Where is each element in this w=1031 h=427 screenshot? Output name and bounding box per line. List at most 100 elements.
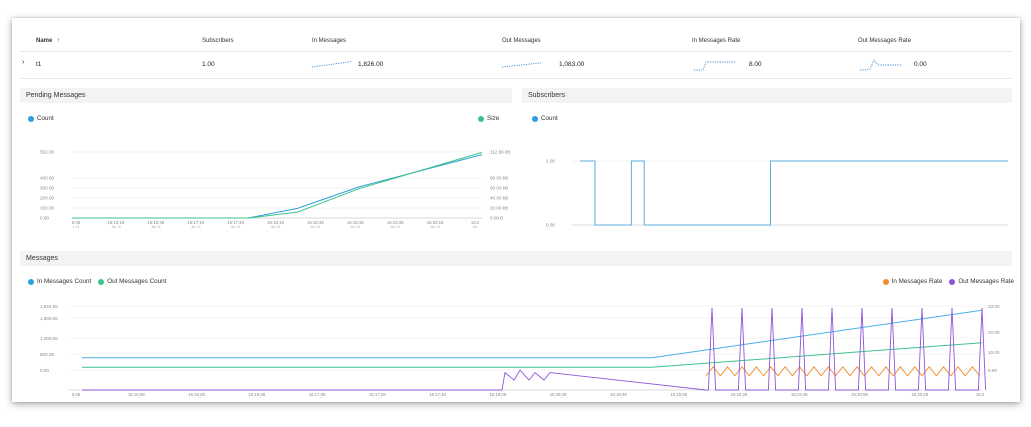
pending-y2-tick-label: 40.00 kB [490, 196, 508, 201]
subs-x-tick-label: 15:19:48 [913, 227, 930, 228]
pending-x-tick-label: 15:17:18 [187, 220, 204, 225]
dashboard-window: Name ↑ Subscribers In Messages Out Messa… [12, 18, 1020, 402]
row-in-rate: 8.00 [749, 61, 762, 68]
row-name: t1 [36, 61, 42, 68]
msgs-y-tick-label: 1,000.00 [40, 336, 58, 341]
msgs-x-tick-sublabel: Jan 15 [192, 397, 202, 398]
msgs-x-tick-sublabel: Jan 15 [855, 397, 865, 398]
subs-y-tick-label: 0.00 [546, 223, 555, 228]
msgs-x-tick-sublabel: Jan 15 [252, 397, 262, 398]
msgs-x-tick-sublabel: Jan 15 [674, 397, 684, 398]
msgs-x-tick-label: 15:20:08 [851, 392, 868, 397]
subs-count-series-line [580, 160, 1008, 226]
subs-x-tick-label: 15:18:18 [784, 227, 801, 228]
subs-x-tick-label: 15:17:18 [697, 227, 714, 228]
msgs-x-tick-label: 15:19:08 [670, 392, 687, 397]
col-header-name[interactable]: Name ↑ [36, 38, 60, 44]
col-header-in-messages[interactable]: In Messages [312, 38, 347, 44]
pending-x-tick-label: 15:17:48 [227, 220, 244, 225]
legend-dot [28, 278, 34, 285]
legend-out-rate[interactable]: Out Messages Rate [949, 278, 1014, 285]
pending-x-tick-sublabel: Jan 15 [271, 225, 281, 228]
chevron-right-icon[interactable]: › [22, 59, 25, 66]
subs-x-tick-label: 15:2 [1004, 227, 1012, 228]
col-header-in-rate[interactable]: In Messages Rate [692, 38, 741, 44]
pending-legend-size[interactable]: Size [478, 115, 499, 122]
pending-y2-tick-label: 112.66 kB [490, 150, 510, 155]
pending-y2-tick-label: 60.00 kB [490, 186, 508, 191]
legend-dot [949, 278, 956, 285]
out-messages-sparkline [501, 62, 542, 68]
pending-y2-tick-label: 0.00 B [490, 216, 503, 221]
msgs-y2-tick-label: 20.00 [988, 330, 1000, 335]
out-rate-sparkline [860, 59, 902, 71]
pending-y2-tick-label: 20.00 kB [490, 206, 508, 211]
pending-y-tick-label: 300.00 [40, 186, 54, 191]
row-out-rate: 0.00 [914, 61, 927, 68]
pending-legend-count[interactable]: Count [28, 115, 54, 122]
messages-legend-right: In Messages Rate Out Messages Rate [882, 278, 1014, 285]
table-row[interactable]: › t1 1.00 1,826.00 1,083.00 8.00 0.00 [12, 53, 1020, 77]
messages-panel-title: Messages [20, 251, 1012, 266]
msgs-x-tick-sublabel: Jan 15 [312, 397, 322, 398]
msgs-x-tick-sublabel: Jar [978, 397, 983, 398]
legend-dot [882, 278, 889, 285]
col-header-out-rate[interactable]: Out Messages Rate [858, 38, 912, 44]
pending-y-tick-label: 100.00 [40, 206, 54, 211]
legend-label: Size [487, 115, 500, 122]
legend-in-count[interactable]: In Messages Count [28, 278, 91, 285]
in-rate-sparkline [694, 61, 736, 71]
pending-x-tick-sublabel: Jan 15 [191, 225, 201, 228]
col-header-subscribers[interactable]: Subscribers [202, 38, 234, 44]
msgs-y-tick-label: 1,924.00 [40, 304, 58, 309]
col-header-out-messages[interactable]: Out Messages [502, 38, 541, 44]
messages-legend-left: In Messages Count Out Messages Count [28, 278, 166, 285]
pending-x-tick-label: 15:2 [471, 220, 480, 225]
row-divider [20, 78, 1012, 79]
pending-y2-tick-label: 80.00 kB [490, 176, 508, 181]
subscribers-legend-count[interactable]: Count [532, 115, 558, 122]
legend-in-rate[interactable]: In Messages Rate [882, 278, 943, 285]
msgs-x-tick-label: 5:48 [72, 392, 81, 397]
msgs-x-tick-sublabel: Jan 15 [915, 397, 925, 398]
msgs-x-tick-sublabel: Jan 15 [614, 397, 624, 398]
msgs-x-tick-label: 15:17:28 [369, 392, 386, 397]
subs-x-tick-label: 15:16:18 [611, 227, 628, 228]
msgs-in-rate-series-line [705, 366, 980, 377]
pending-x-tick-sublabel: Jan 15 [111, 225, 121, 228]
legend-dot [478, 115, 484, 122]
msgs-x-tick-sublabel: Jan 15 [734, 397, 744, 398]
subs-x-tick-label: 15:16:48 [654, 227, 671, 228]
subs-x-tick-label: 15:18:48 [827, 227, 844, 228]
pending-size-series-line [72, 151, 483, 219]
subs-x-tick-label: 15:20:18 [956, 227, 973, 228]
msgs-x-tick-label: 15:18:08 [128, 392, 145, 397]
pending-x-tick-label: 15:16:48 [147, 220, 164, 225]
messages-chart: 1,924.00 1,500.00 1,000.00 500.00 0.00 33.00 2… [40, 304, 1000, 398]
legend-dot [28, 115, 34, 122]
pending-x-tick-sublabel: Jan 15 [151, 225, 161, 228]
msgs-x-tick-sublabel: Jan 15 [131, 397, 141, 398]
legend-out-count[interactable]: Out Messages Count [98, 278, 166, 285]
pending-messages-chart: 552.00 400.00 300.00 200.00 100.00 0.00 112.66… [40, 150, 510, 229]
msgs-y2-tick-label: 10.00 [988, 350, 1000, 355]
msgs-x-tick-label: 15:17:08 [309, 392, 326, 397]
legend-label: In Messages Rate [891, 278, 943, 285]
msgs-y-tick-label: 1,500.00 [40, 316, 58, 321]
pending-x-tick-sublabel: Jan 15 [351, 225, 361, 228]
pending-x-tick-label: 15:18:18 [267, 220, 284, 225]
row-subscribers: 1.00 [202, 61, 215, 68]
pending-x-tick-label: 15:19:18 [347, 220, 364, 225]
subscribers-panel-title: Subscribers [522, 88, 1012, 103]
header-divider [20, 51, 1012, 52]
msgs-y2-tick-label: 33.00 [988, 304, 1000, 309]
pending-x-tick-sublabel: 1 15 [73, 225, 79, 228]
legend-label: In Messages Count [37, 278, 92, 285]
arrow-up-icon[interactable]: ↑ [57, 38, 61, 44]
in-messages-sparkline [311, 61, 352, 68]
msgs-x-tick-label: 15:17:48 [429, 392, 446, 397]
msgs-x-tick-label: 15:20:28 [911, 392, 928, 397]
pending-y-tick-label: 200.00 [40, 196, 54, 201]
pending-x-tick-sublabel: Jan 15 [311, 225, 321, 228]
